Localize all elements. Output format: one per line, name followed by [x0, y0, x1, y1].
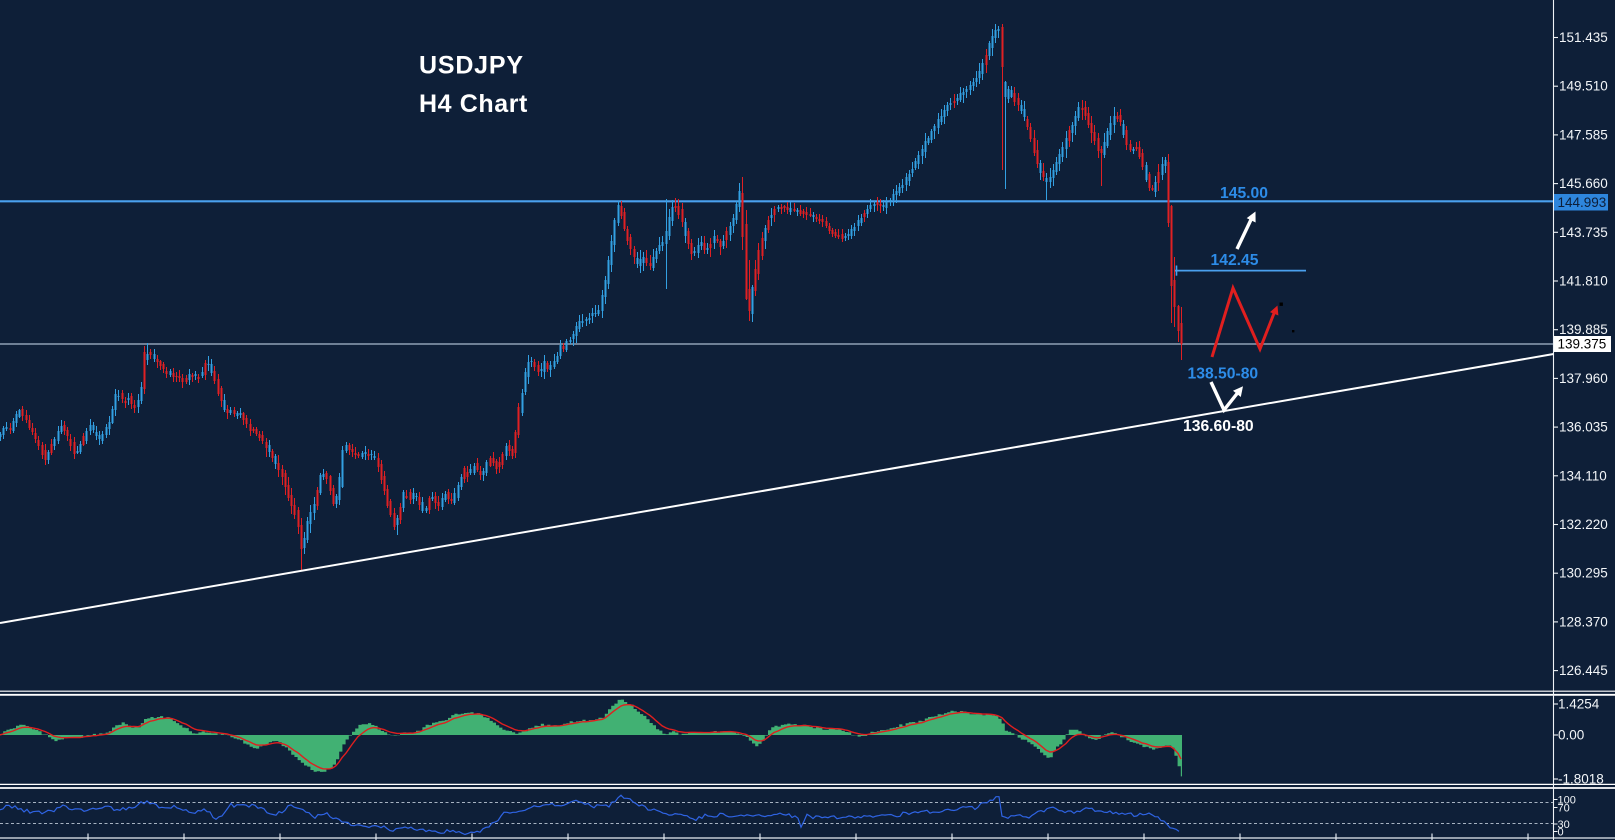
svg-text:132.220: 132.220	[1559, 517, 1608, 532]
svg-text:126.445: 126.445	[1559, 663, 1608, 678]
svg-text:0: 0	[1558, 826, 1564, 838]
svg-text:143.735: 143.735	[1559, 225, 1608, 240]
svg-text:137.960: 137.960	[1559, 371, 1608, 386]
svg-text:30: 30	[1558, 819, 1570, 831]
svg-text:USDJPY: USDJPY	[419, 52, 524, 80]
svg-text:136.035: 136.035	[1559, 420, 1608, 435]
svg-text:70: 70	[1558, 802, 1570, 814]
svg-text:130.295: 130.295	[1559, 566, 1608, 581]
svg-text:147.585: 147.585	[1559, 127, 1608, 142]
svg-text:100: 100	[1558, 794, 1576, 806]
svg-text:134.110: 134.110	[1559, 468, 1607, 483]
svg-text:128.370: 128.370	[1559, 614, 1608, 629]
svg-text:0.00: 0.00	[1558, 728, 1584, 743]
svg-text:145.00: 145.00	[1220, 185, 1268, 202]
svg-text:149.510: 149.510	[1559, 79, 1608, 94]
svg-text:145.660: 145.660	[1559, 176, 1608, 191]
svg-text:139.375: 139.375	[1558, 337, 1607, 352]
svg-text:1.4254: 1.4254	[1558, 697, 1600, 712]
svg-text:142.45: 142.45	[1211, 252, 1259, 269]
svg-text:139.885: 139.885	[1559, 322, 1608, 337]
svg-text:136.60-80: 136.60-80	[1183, 418, 1254, 435]
svg-text:141.810: 141.810	[1559, 274, 1608, 289]
svg-text:138.50-80: 138.50-80	[1188, 366, 1259, 383]
svg-text:H4 Chart: H4 Chart	[419, 90, 528, 118]
svg-text:151.435: 151.435	[1559, 30, 1608, 45]
svg-text:-1.8018: -1.8018	[1558, 772, 1604, 787]
svg-text:144.993: 144.993	[1558, 195, 1607, 210]
